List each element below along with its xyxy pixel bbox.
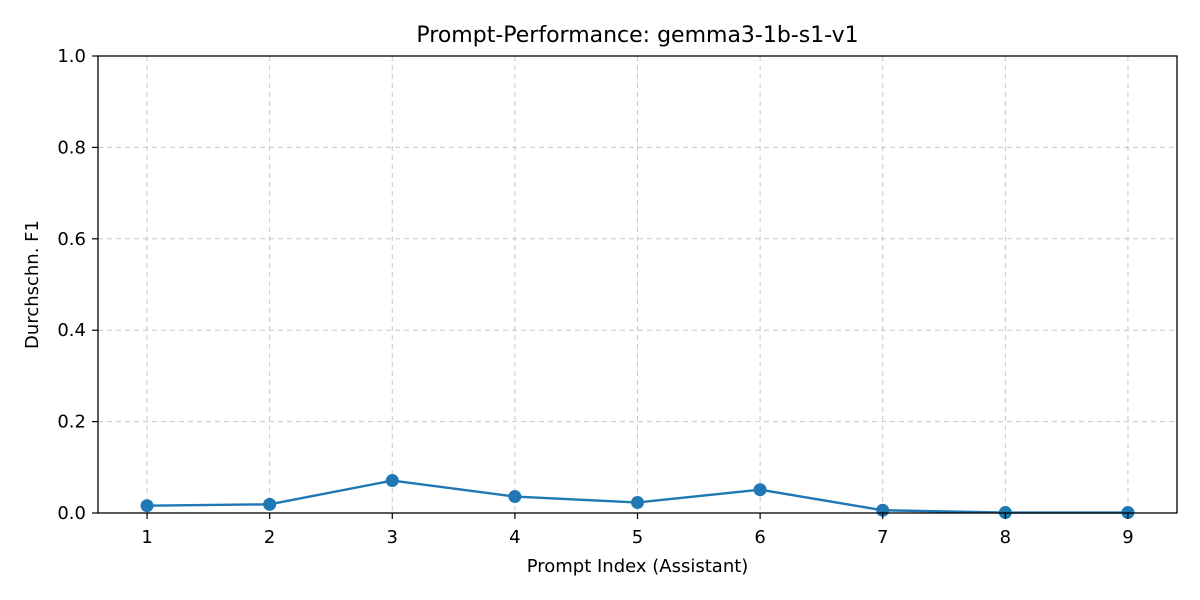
data-point xyxy=(753,483,767,497)
data-point xyxy=(140,499,154,513)
grid-lines xyxy=(98,55,1177,514)
x-tick-label: 4 xyxy=(509,527,520,548)
x-tick-label: 1 xyxy=(141,527,152,548)
y-tick-label: 0.6 xyxy=(57,229,86,250)
series-layer xyxy=(140,474,1135,520)
data-point xyxy=(385,474,399,488)
data-point xyxy=(631,495,644,509)
x-tick-label: 5 xyxy=(632,527,643,548)
y-tick-label: 0.8 xyxy=(57,137,86,158)
x-tick-label: 8 xyxy=(1000,527,1011,548)
x-tick-label: 2 xyxy=(264,527,275,548)
x-tick-label: 6 xyxy=(754,527,765,548)
y-axis: 0.0 0.2 0.4 0.6 0.8 1.0 xyxy=(57,46,98,524)
y-tick-label: 0.2 xyxy=(57,412,86,433)
data-point xyxy=(263,497,277,511)
y-axis-title: Durchschn. F1 xyxy=(22,220,43,349)
x-tick-label: 9 xyxy=(1122,527,1133,548)
y-tick-label: 1.0 xyxy=(57,46,86,67)
chart-title: Prompt-Performance: gemma3-1b-s1-v1 xyxy=(416,23,858,48)
y-tick-label: 0.0 xyxy=(57,503,86,524)
data-point xyxy=(508,490,522,504)
x-tick-label: 7 xyxy=(877,527,888,548)
x-tick-label: 3 xyxy=(387,527,398,548)
x-axis: 1 2 3 4 5 6 7 8 9 xyxy=(141,513,1134,548)
y-tick-label: 0.4 xyxy=(57,320,86,341)
x-axis-title: Prompt Index (Assistant) xyxy=(527,556,749,577)
